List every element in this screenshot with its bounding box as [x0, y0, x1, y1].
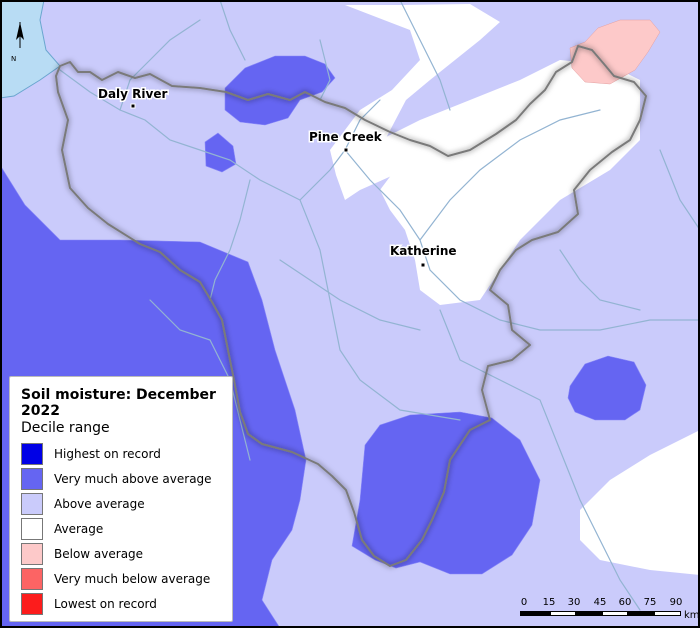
- legend-label: Average: [54, 521, 104, 536]
- scale-tick-label: 90: [669, 597, 683, 608]
- place-daly-river: Daly River: [97, 86, 169, 109]
- legend-label: Very much below average: [54, 571, 211, 586]
- legend-label: Highest on record: [54, 446, 161, 461]
- scale-segment: [654, 611, 681, 616]
- average-area-north: [330, 4, 500, 200]
- legend-item-very-much-above: Very much above average: [21, 466, 222, 491]
- legend-list: Highest on record Very much above averag…: [21, 441, 222, 616]
- scale-unit: km: [684, 610, 700, 621]
- place-pine-creek: Pine Creek: [308, 129, 384, 153]
- legend-swatch: [21, 442, 43, 465]
- place-label: Pine Creek: [309, 130, 383, 144]
- legend-swatch: [21, 567, 43, 590]
- town-marker: [343, 147, 349, 153]
- legend-item-very-much-below: Very much below average: [21, 566, 222, 591]
- average-area-east: [380, 60, 640, 305]
- legend-label: Very much above average: [54, 471, 212, 486]
- legend-item-lowest: Lowest on record: [21, 591, 222, 616]
- catchment-boundary: [55, 45, 647, 567]
- legend-item-highest: Highest on record: [21, 441, 222, 466]
- legend-item-below: Below average: [21, 541, 222, 566]
- scale-segment: [576, 611, 602, 616]
- legend-subtitle: Decile range: [21, 420, 110, 436]
- scale-tick-label: 45: [593, 597, 607, 608]
- legend-title: Soil moisture: December 2022: [21, 387, 216, 419]
- town-marker: [420, 262, 426, 268]
- legend-swatch: [21, 492, 43, 515]
- north-arrow-icon: N: [11, 22, 24, 63]
- scale-tick-label: 60: [618, 597, 632, 608]
- place-label: Daly River: [98, 87, 167, 101]
- legend-swatch: [21, 542, 43, 565]
- scale-segment: [520, 611, 550, 616]
- town-marker: [130, 103, 136, 109]
- legend-item-average: Average: [21, 516, 222, 541]
- legend: Soil moisture: December 2022 Decile rang…: [9, 376, 233, 622]
- legend-label: Above average: [54, 496, 145, 511]
- place-katherine: Katherine: [389, 243, 458, 268]
- average-area-southeast: [580, 430, 700, 575]
- place-label: Katherine: [390, 244, 457, 258]
- scale-tick-label: 75: [643, 597, 657, 608]
- scale-tick-label: 15: [542, 597, 556, 608]
- scale-bar: 0 15 30 45 60 75 90 km: [516, 597, 700, 623]
- scale-segment: [550, 611, 576, 616]
- below-average-area: [569, 19, 661, 85]
- scale-tick-label: 0: [520, 597, 528, 608]
- rivers: [59, 0, 700, 611]
- scale-tick-label: 30: [567, 597, 581, 608]
- scale-segment: [602, 611, 628, 616]
- north-arrow-label: N: [11, 55, 16, 63]
- scale-segment: [628, 611, 654, 616]
- legend-swatch: [21, 517, 43, 540]
- legend-label: Below average: [54, 546, 144, 561]
- legend-swatch: [21, 592, 43, 615]
- legend-label: Lowest on record: [54, 596, 157, 611]
- legend-item-above: Above average: [21, 491, 222, 516]
- legend-swatch: [21, 467, 43, 490]
